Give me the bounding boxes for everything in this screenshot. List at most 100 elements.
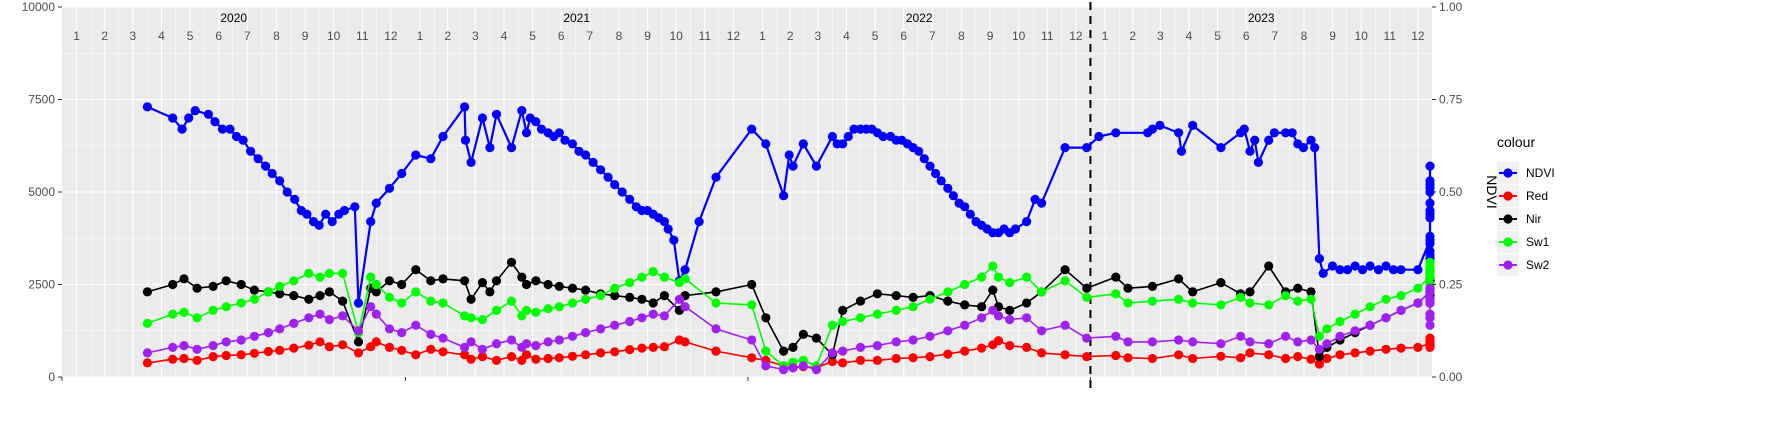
- month-label: 10: [1354, 29, 1368, 43]
- data-point: [289, 318, 299, 328]
- series-red: [142, 333, 1435, 373]
- data-point: [531, 307, 541, 317]
- data-point: [798, 329, 808, 339]
- data-point: [988, 261, 998, 271]
- data-point: [908, 335, 918, 345]
- data-point: [914, 146, 924, 156]
- data-point: [878, 131, 888, 142]
- data-point: [177, 124, 187, 134]
- data-point: [521, 128, 532, 138]
- data-point: [1245, 287, 1255, 297]
- data-point: [1174, 335, 1184, 345]
- y-right-tick-label: 0.25: [1439, 278, 1463, 292]
- data-point: [466, 157, 476, 167]
- month-label: 9: [1329, 29, 1336, 43]
- data-point: [263, 328, 273, 338]
- data-point: [988, 305, 998, 315]
- month-label: 12: [727, 29, 741, 43]
- data-point: [1318, 268, 1328, 278]
- data-point: [610, 291, 620, 301]
- data-point: [179, 353, 189, 364]
- data-point: [290, 194, 300, 204]
- data-point: [192, 344, 202, 354]
- data-point: [811, 333, 822, 343]
- data-point: [610, 283, 620, 293]
- month-label: 3: [815, 29, 822, 43]
- data-point: [779, 191, 789, 201]
- data-point: [919, 154, 929, 164]
- data-point: [302, 209, 312, 219]
- data-point: [275, 345, 285, 355]
- data-point: [943, 183, 953, 193]
- data-point: [491, 276, 502, 286]
- data-point: [948, 191, 959, 201]
- data-point: [1314, 352, 1324, 362]
- data-point: [371, 279, 381, 290]
- data-point: [596, 348, 606, 358]
- data-point: [554, 128, 564, 138]
- legend-item-ndvi: NDVI: [1497, 162, 1555, 184]
- data-point: [648, 298, 658, 308]
- data-point: [1111, 350, 1121, 361]
- data-point: [263, 287, 273, 297]
- data-point: [779, 346, 789, 356]
- month-label: 7: [244, 29, 251, 43]
- data-point: [1322, 339, 1332, 349]
- data-point: [1253, 157, 1263, 167]
- data-point: [1250, 135, 1260, 145]
- data-point: [943, 349, 953, 359]
- data-point: [891, 337, 901, 347]
- data-point: [477, 113, 487, 123]
- data-point: [466, 354, 476, 364]
- data-point: [811, 365, 822, 375]
- data-point: [304, 313, 314, 323]
- legend-label: Nir: [1526, 212, 1541, 226]
- data-point: [788, 363, 798, 373]
- month-label: 9: [644, 29, 651, 43]
- month-label: 3: [130, 29, 137, 43]
- data-point: [267, 168, 277, 179]
- data-point: [485, 287, 495, 297]
- data-point: [610, 347, 620, 357]
- grid-lines: [62, 6, 1432, 378]
- data-point: [1314, 254, 1324, 264]
- data-point: [1281, 331, 1291, 341]
- data-point: [1425, 161, 1435, 171]
- data-point: [838, 139, 848, 149]
- data-point: [1037, 198, 1047, 208]
- data-point: [208, 341, 218, 351]
- data-point: [315, 272, 325, 282]
- data-point: [908, 292, 918, 302]
- data-point: [289, 276, 299, 286]
- data-point: [1396, 343, 1406, 353]
- data-point: [1082, 143, 1092, 153]
- data-point: [275, 289, 285, 299]
- data-point: [977, 343, 987, 353]
- month-label: 11: [356, 29, 369, 43]
- data-point: [993, 336, 1004, 346]
- data-point: [506, 296, 517, 306]
- data-point: [838, 316, 848, 327]
- data-point: [827, 320, 838, 330]
- data-point: [1425, 198, 1435, 208]
- data-point: [1176, 146, 1187, 156]
- month-label: 4: [501, 29, 508, 43]
- data-point: [438, 347, 448, 357]
- month-label: 12: [1069, 29, 1083, 43]
- data-point: [960, 279, 970, 290]
- data-point: [891, 291, 901, 301]
- data-point: [210, 117, 220, 127]
- data-point: [1060, 320, 1070, 330]
- data-point: [617, 187, 627, 197]
- data-point: [1245, 146, 1255, 156]
- data-point: [314, 220, 324, 230]
- data-point: [1174, 350, 1184, 360]
- month-label: 7: [1271, 29, 1278, 43]
- data-point: [1155, 120, 1165, 130]
- data-point: [411, 287, 421, 297]
- data-point: [1245, 348, 1255, 358]
- data-point: [1350, 326, 1360, 336]
- data-point: [925, 331, 935, 341]
- data-point: [460, 135, 471, 145]
